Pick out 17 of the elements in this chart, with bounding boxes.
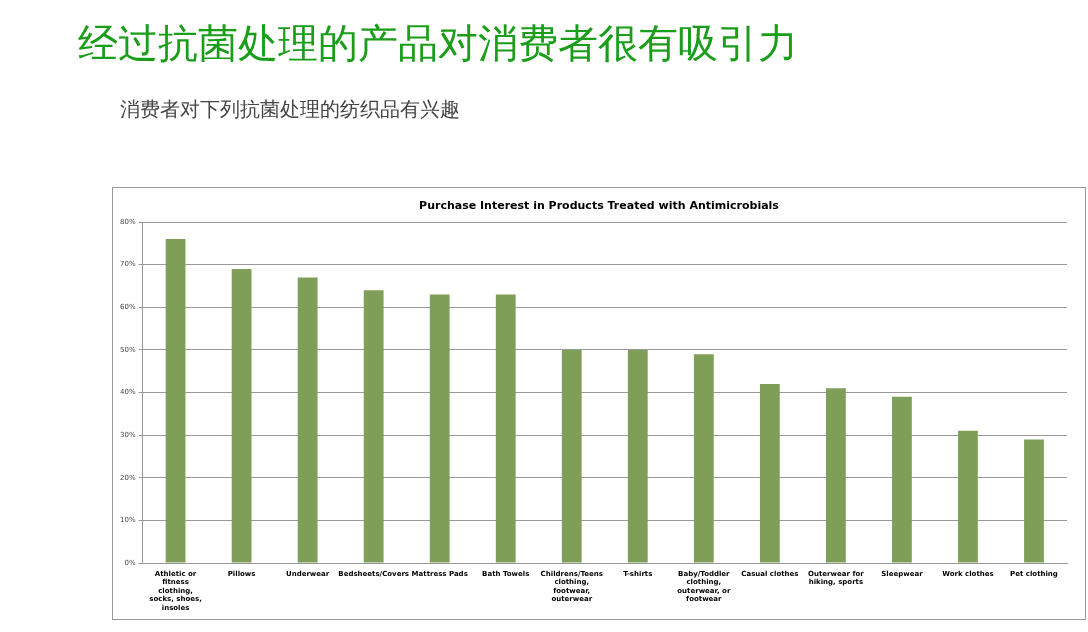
bar — [627, 349, 648, 563]
chart-title: 经过抗菌处理的产品对消费者很有吸引力 — [78, 19, 798, 68]
text: Purchase Interest in Products Treated with Antimicrobials — [419, 198, 780, 212]
bar — [759, 383, 780, 563]
chart-subtitle: 消费者对下列抗菌处理的纺织品有兴趣 — [120, 96, 460, 123]
bar — [1024, 439, 1044, 563]
bar — [825, 388, 846, 563]
bar — [231, 268, 252, 563]
bar — [363, 290, 384, 563]
bar — [892, 396, 912, 563]
bar — [429, 294, 450, 563]
bar — [693, 354, 714, 563]
bar — [561, 349, 582, 563]
bar — [165, 239, 186, 563]
bar — [495, 294, 516, 563]
bar — [958, 430, 978, 563]
bar — [297, 277, 318, 563]
